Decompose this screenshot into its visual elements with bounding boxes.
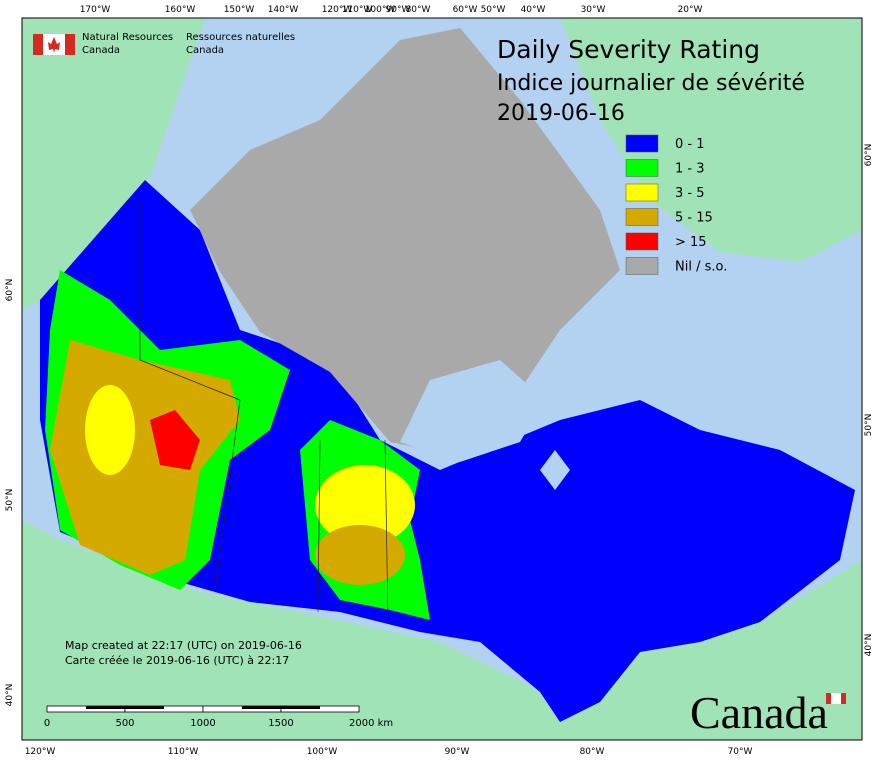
lat-label: 60°N — [864, 144, 874, 167]
lon-label: 110°W — [168, 747, 199, 757]
greenland — [560, 18, 862, 262]
scale-label: 0 — [44, 718, 50, 729]
legend-swatch — [625, 159, 659, 177]
scale-seg — [281, 706, 320, 709]
lon-label: 140°W — [268, 5, 299, 15]
org-fr: Ressources naturelles — [186, 32, 295, 43]
lat-label: 50°N — [5, 489, 15, 512]
lon-label: 30°W — [581, 5, 606, 15]
lon-label: 60°W — [453, 5, 478, 15]
lon-label: 80°W — [406, 5, 431, 15]
border — [214, 399, 241, 591]
wordmark-flag — [826, 693, 846, 704]
legend-label: 0 - 1 — [675, 137, 705, 152]
lon-label: 70°W — [728, 747, 753, 757]
legend-label: 1 - 3 — [675, 162, 705, 177]
lon-label: 120°W — [322, 5, 353, 15]
canada-low — [40, 180, 855, 722]
lon-label: 90°W — [386, 5, 411, 15]
legend-swatch — [625, 183, 659, 202]
org-en: Natural Resources — [82, 32, 173, 43]
lon-label: 150°W — [224, 5, 255, 15]
lon-label: 100°W — [307, 747, 338, 757]
scale-seg — [242, 706, 281, 709]
lon-label: 50°W — [481, 5, 506, 15]
scale-label: 500 — [115, 718, 134, 729]
country-en: Canada — [82, 45, 120, 56]
lon-label: 120°W — [25, 747, 56, 757]
usa — [22, 520, 862, 740]
lat-label: 40°N — [864, 634, 874, 657]
prairie-yellow — [315, 465, 415, 545]
hudson-bay — [400, 360, 545, 462]
scale-label: 1000 — [190, 718, 215, 729]
created-fr: Carte créée le 2019-06-16 (UTC) à 22:17 — [65, 654, 289, 667]
lon-label: 40°W — [521, 5, 546, 15]
legend-swatch — [625, 257, 659, 275]
flag-center — [831, 693, 841, 704]
lat-label: 60°N — [5, 279, 15, 302]
lat-label: 50°N — [864, 414, 874, 437]
border — [384, 439, 389, 623]
created-en: Map created at 22:17 (UTC) on 2019-06-16 — [65, 639, 302, 652]
west-yellow — [85, 385, 135, 475]
logo — [33, 34, 75, 55]
arctic-nil — [190, 28, 620, 452]
maple-leaf — [48, 37, 60, 53]
title-fr: Indice journalier de sévérité — [497, 71, 805, 96]
scale-seg — [86, 706, 125, 709]
scale-label: 1500 — [268, 718, 293, 729]
title-en: Daily Severity Rating — [497, 35, 760, 64]
border — [317, 439, 321, 613]
legend-label: 3 - 5 — [675, 186, 705, 201]
wordmark: Canada — [690, 687, 828, 738]
lon-label: 80°W — [580, 747, 605, 757]
lon-label: 110°W — [342, 5, 373, 15]
scale-seg — [125, 706, 164, 709]
lon-label: 20°W — [678, 5, 703, 15]
scale-label: 2000 km — [349, 718, 393, 729]
lat-label: 40°N — [5, 684, 15, 707]
west-red — [150, 410, 200, 470]
legend-label: 5 - 15 — [675, 211, 713, 226]
border — [139, 200, 241, 401]
prairie-orange — [315, 525, 405, 585]
lon-label: 170°W — [80, 5, 111, 15]
legend-swatch — [625, 232, 659, 251]
legend-swatch — [625, 134, 659, 153]
lon-label: 90°W — [445, 747, 470, 757]
country-fr: Canada — [186, 45, 224, 56]
legend-swatch — [625, 208, 659, 226]
flag-bar — [33, 34, 43, 55]
date: 2019-06-16 — [497, 101, 625, 126]
legend-label: Nil / s.o. — [675, 260, 727, 275]
lon-label: 160°W — [165, 5, 196, 15]
lake — [540, 450, 570, 490]
legend-label: > 15 — [675, 235, 707, 250]
lon-label: 100°W — [365, 5, 396, 15]
alaska — [22, 18, 205, 310]
flag-bar — [65, 34, 75, 55]
frame — [21, 17, 863, 741]
